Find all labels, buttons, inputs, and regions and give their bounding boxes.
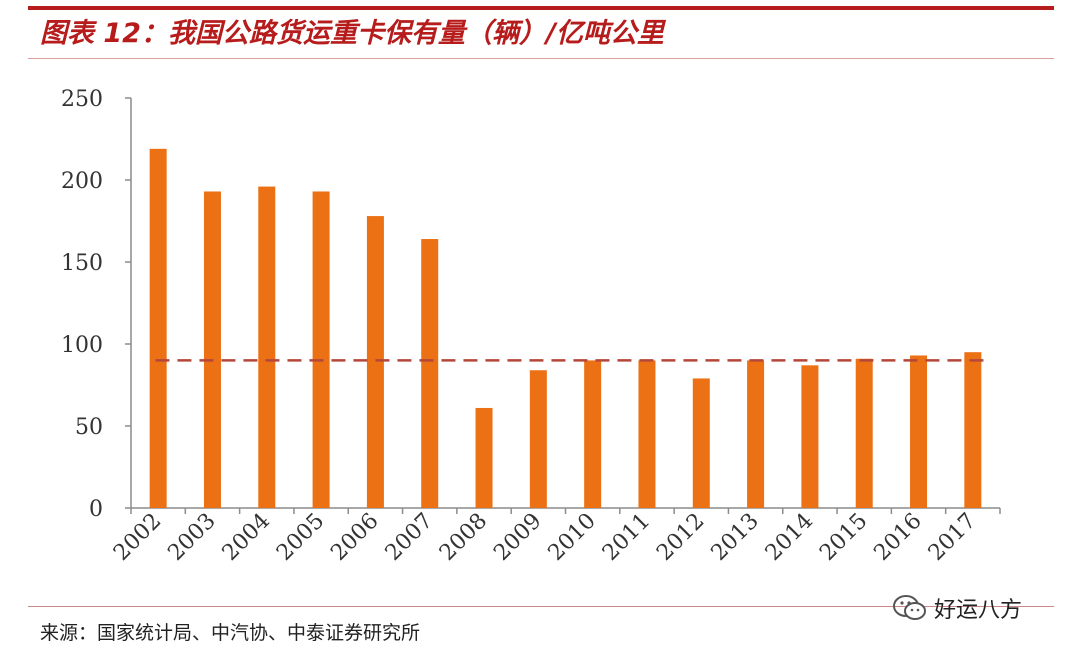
x-tick-label-2010: 2010 — [544, 509, 601, 566]
bar-2014 — [801, 365, 819, 508]
watermark-text: 好运八方 — [934, 598, 1023, 623]
y-tick-label: 150 — [61, 251, 103, 276]
bar-2012 — [692, 378, 710, 508]
bar-2004 — [258, 186, 276, 508]
bar-2015 — [855, 358, 873, 508]
y-tick-label: 50 — [75, 415, 103, 440]
title-underline — [28, 58, 1054, 59]
x-tick-label-2009: 2009 — [489, 509, 546, 566]
x-tick-label-2002: 2002 — [109, 509, 166, 566]
y-tick-label: 0 — [89, 497, 103, 522]
x-tick-label-2011: 2011 — [598, 509, 655, 566]
x-tick-label-2008: 2008 — [435, 509, 492, 566]
x-tick-label-2014: 2014 — [761, 509, 818, 566]
x-tick-label-2015: 2015 — [815, 509, 872, 566]
x-tick-label-2016: 2016 — [869, 509, 926, 566]
top-accent-rule — [28, 6, 1054, 10]
x-tick-label-2004: 2004 — [218, 509, 275, 566]
bar-chart: 0501001502002502002200320042005200620072… — [61, 87, 1001, 566]
bar-2003 — [203, 191, 221, 509]
bar-2013 — [747, 360, 765, 508]
bar-2006 — [366, 216, 384, 508]
bar-2005 — [312, 191, 330, 509]
x-tick-label-2013: 2013 — [707, 509, 764, 566]
bar-2017 — [964, 352, 982, 508]
source-note: 来源：国家统计局、中汽协、中泰证券研究所 — [40, 622, 421, 644]
x-tick-label-2007: 2007 — [381, 509, 438, 566]
bar-2002 — [149, 148, 167, 508]
wechat-icon — [893, 595, 926, 620]
bar-2008 — [475, 407, 493, 508]
x-tick-label-2017: 2017 — [924, 509, 981, 566]
x-tick-label-2005: 2005 — [272, 509, 329, 566]
bar-2016 — [910, 355, 928, 508]
bar-2007 — [421, 239, 439, 509]
x-tick-label-2003: 2003 — [163, 509, 220, 566]
watermark: 好运八方 — [892, 588, 1022, 628]
y-tick-label: 100 — [61, 333, 103, 358]
footer-rule — [28, 606, 1054, 607]
y-tick-label: 200 — [61, 169, 103, 194]
chart-title: 图表 12：我国公路货运重卡保有量（辆）/亿吨公里 — [40, 18, 664, 49]
bar-2010 — [584, 360, 602, 508]
bar-2009 — [529, 370, 547, 508]
bar-2011 — [638, 360, 656, 508]
x-tick-label-2012: 2012 — [652, 509, 709, 566]
x-tick-label-2006: 2006 — [326, 509, 383, 566]
y-tick-label: 250 — [61, 87, 103, 112]
